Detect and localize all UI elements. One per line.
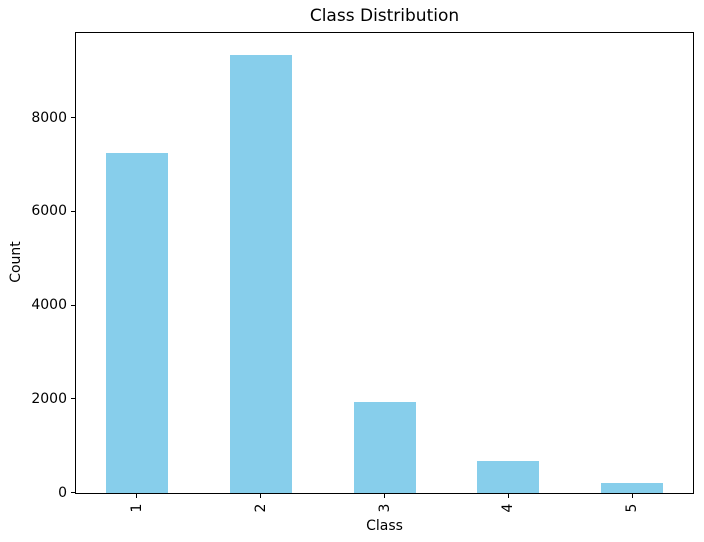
y-tick-mark	[71, 211, 75, 212]
y-tick-mark	[71, 492, 75, 493]
x-tick-mark	[508, 494, 509, 498]
y-tick-label: 2000	[31, 391, 67, 407]
bar-class-2	[230, 55, 292, 493]
x-tick-mark	[632, 494, 633, 498]
bar-class-1	[106, 153, 168, 493]
y-tick-label: 0	[58, 485, 67, 501]
y-axis-label: Count	[8, 241, 24, 283]
y-tick-mark	[71, 305, 75, 306]
x-tick-mark	[136, 494, 137, 498]
x-tick-label: 3	[377, 503, 393, 513]
y-tick-mark	[71, 117, 75, 118]
x-tick-label: 1	[129, 503, 145, 513]
x-tick-mark	[260, 494, 261, 498]
y-tick-mark	[71, 398, 75, 399]
bar-class-4	[477, 461, 539, 493]
x-tick-label: 5	[624, 503, 640, 513]
x-axis-label: Class	[366, 518, 403, 534]
bar-class-3	[354, 402, 416, 493]
bar-class-5	[601, 483, 663, 493]
y-tick-label: 6000	[31, 203, 67, 219]
chart-title: Class Distribution	[309, 6, 460, 26]
x-tick-mark	[384, 494, 385, 498]
y-tick-label: 8000	[31, 110, 67, 126]
x-tick-label: 4	[500, 503, 516, 513]
y-tick-label: 4000	[31, 297, 67, 313]
plot-area	[75, 32, 694, 494]
x-tick-label: 2	[253, 503, 269, 513]
